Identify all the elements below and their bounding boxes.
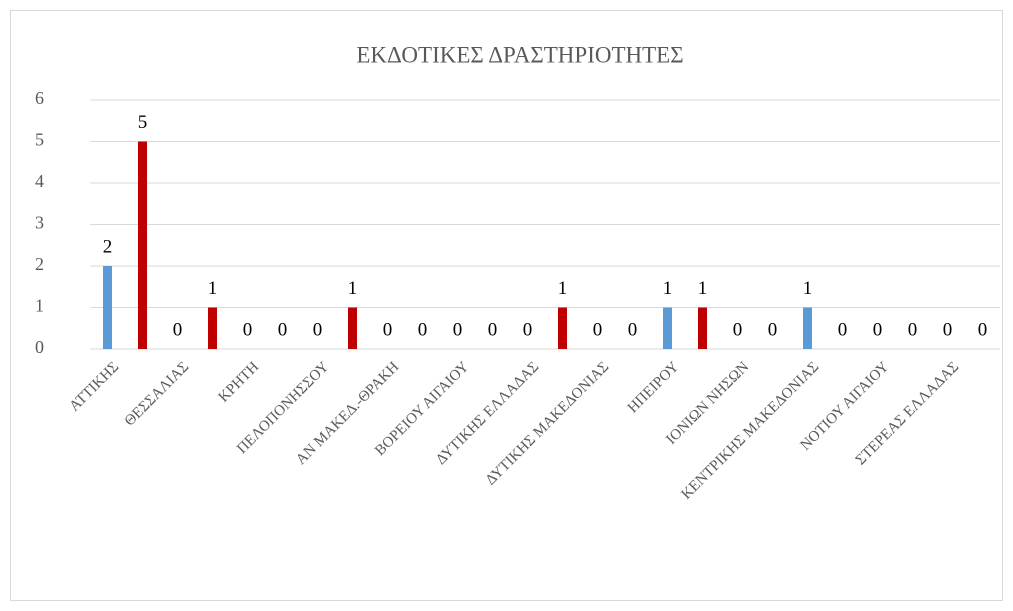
value-label: 0 xyxy=(418,319,428,340)
bar xyxy=(208,307,217,349)
value-label: 0 xyxy=(733,319,743,340)
bar xyxy=(558,307,567,349)
value-label: 0 xyxy=(278,319,288,340)
y-tick-label: 4 xyxy=(35,171,44,191)
y-tick-label: 6 xyxy=(35,88,44,108)
value-label: 1 xyxy=(663,278,673,299)
y-tick-label: 3 xyxy=(35,213,44,233)
value-label: 1 xyxy=(558,278,568,299)
bar xyxy=(348,307,357,349)
bar xyxy=(103,266,112,349)
value-label: 0 xyxy=(313,319,323,340)
value-label: 0 xyxy=(978,319,988,340)
y-tick-label: 1 xyxy=(35,296,44,316)
value-label: 0 xyxy=(628,319,638,340)
y-tick-label: 2 xyxy=(35,254,44,274)
bar xyxy=(803,307,812,349)
value-label: 0 xyxy=(593,319,603,340)
value-label: 0 xyxy=(873,319,883,340)
y-tick-label: 5 xyxy=(35,130,44,150)
value-label: 0 xyxy=(453,319,463,340)
value-label: 1 xyxy=(698,278,708,299)
chart-title: ΕΚΔΟΤΙΚΕΣ ΔΡΑΣΤΗΡΙΟΤΗΤΕΣ xyxy=(356,42,683,67)
value-label: 0 xyxy=(943,319,953,340)
value-label: 0 xyxy=(173,319,183,340)
value-label: 0 xyxy=(243,319,253,340)
chart-frame xyxy=(10,10,1003,601)
bar xyxy=(663,307,672,349)
value-label: 2 xyxy=(103,236,113,257)
value-label: 1 xyxy=(208,278,218,299)
value-label: 0 xyxy=(383,319,393,340)
value-label: 5 xyxy=(138,112,148,133)
value-label: 0 xyxy=(488,319,498,340)
value-label: 1 xyxy=(803,278,813,299)
value-label: 0 xyxy=(523,319,533,340)
value-label: 0 xyxy=(768,319,778,340)
bar xyxy=(698,307,707,349)
value-label: 0 xyxy=(838,319,848,340)
y-tick-label: 0 xyxy=(35,337,44,357)
bar xyxy=(138,141,147,349)
value-label: 0 xyxy=(908,319,918,340)
value-label: 1 xyxy=(348,278,358,299)
